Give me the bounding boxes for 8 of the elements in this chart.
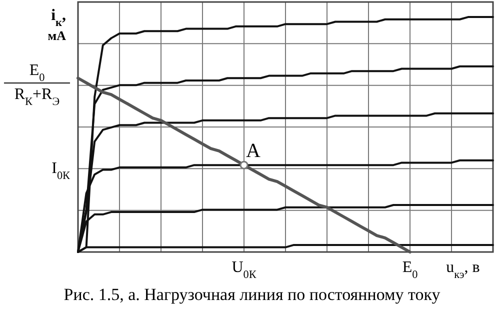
text: E$_{0}$ R$_{К}$+R$_{Э}$ xyxy=(14,62,60,108)
text: I$_{0К}$ xyxy=(52,160,71,182)
x-tick-label: U$_{0К}$ xyxy=(232,259,257,281)
annotation: A xyxy=(246,140,261,162)
x-tick-label: E$_{0}$ xyxy=(402,259,418,281)
text: Рис. 1.5, а. Нагрузочная линия по постоянному току xyxy=(64,285,441,304)
x-axis-title: u$_{кэ}$, в xyxy=(446,259,480,281)
y-axis-title: i$_{к}$, мА xyxy=(48,7,67,43)
